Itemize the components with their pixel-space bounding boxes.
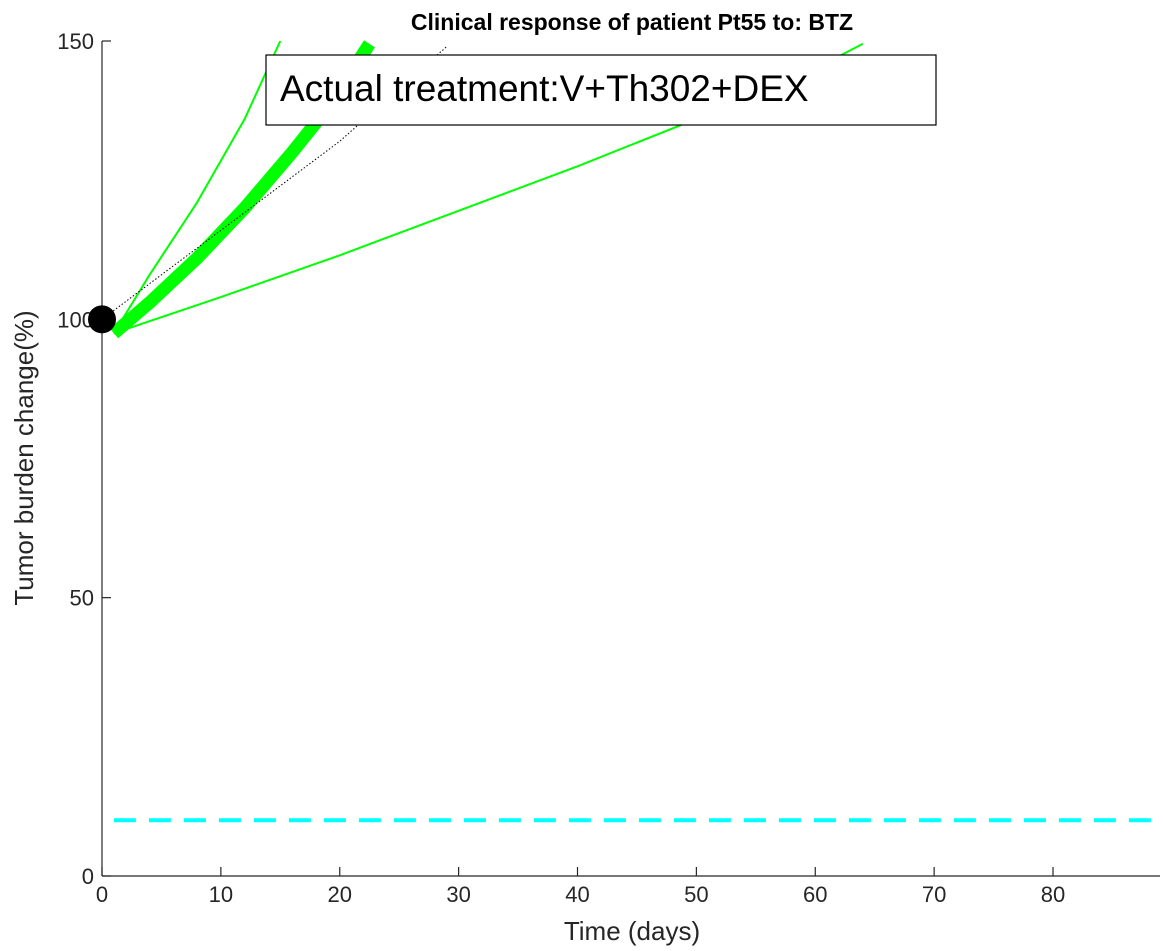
y-tick-label: 0: [82, 864, 94, 889]
series-line-green-thin-1: [113, 40, 282, 334]
y-axis-label: Tumor burden change(%): [9, 310, 39, 605]
legend-frame: [265, 54, 937, 126]
chart-title: Clinical response of patient Pt55 to: BT…: [411, 9, 853, 35]
x-tick-label: 50: [684, 882, 708, 907]
x-tick-label: 20: [328, 882, 352, 907]
x-axis-label: Time (days): [564, 916, 700, 946]
x-tick-label: 30: [446, 882, 470, 907]
legend-box: Actual treatment:V+Th302+DEX: [265, 54, 937, 126]
legend-text: Actual treatment:V+Th302+DEX: [280, 68, 809, 109]
x-tick-label: 60: [803, 882, 827, 907]
baseline-point: [88, 305, 116, 334]
x-tick-label: 10: [209, 882, 233, 907]
y-tick-label: 100: [57, 307, 94, 332]
x-tick-label: 80: [1041, 882, 1065, 907]
x-tick-label: 70: [922, 882, 946, 907]
y-tick-label: 50: [70, 586, 94, 611]
y-tick-label: 150: [57, 29, 94, 54]
x-tick-label: 0: [96, 882, 108, 907]
x-tick-label: 40: [565, 882, 589, 907]
